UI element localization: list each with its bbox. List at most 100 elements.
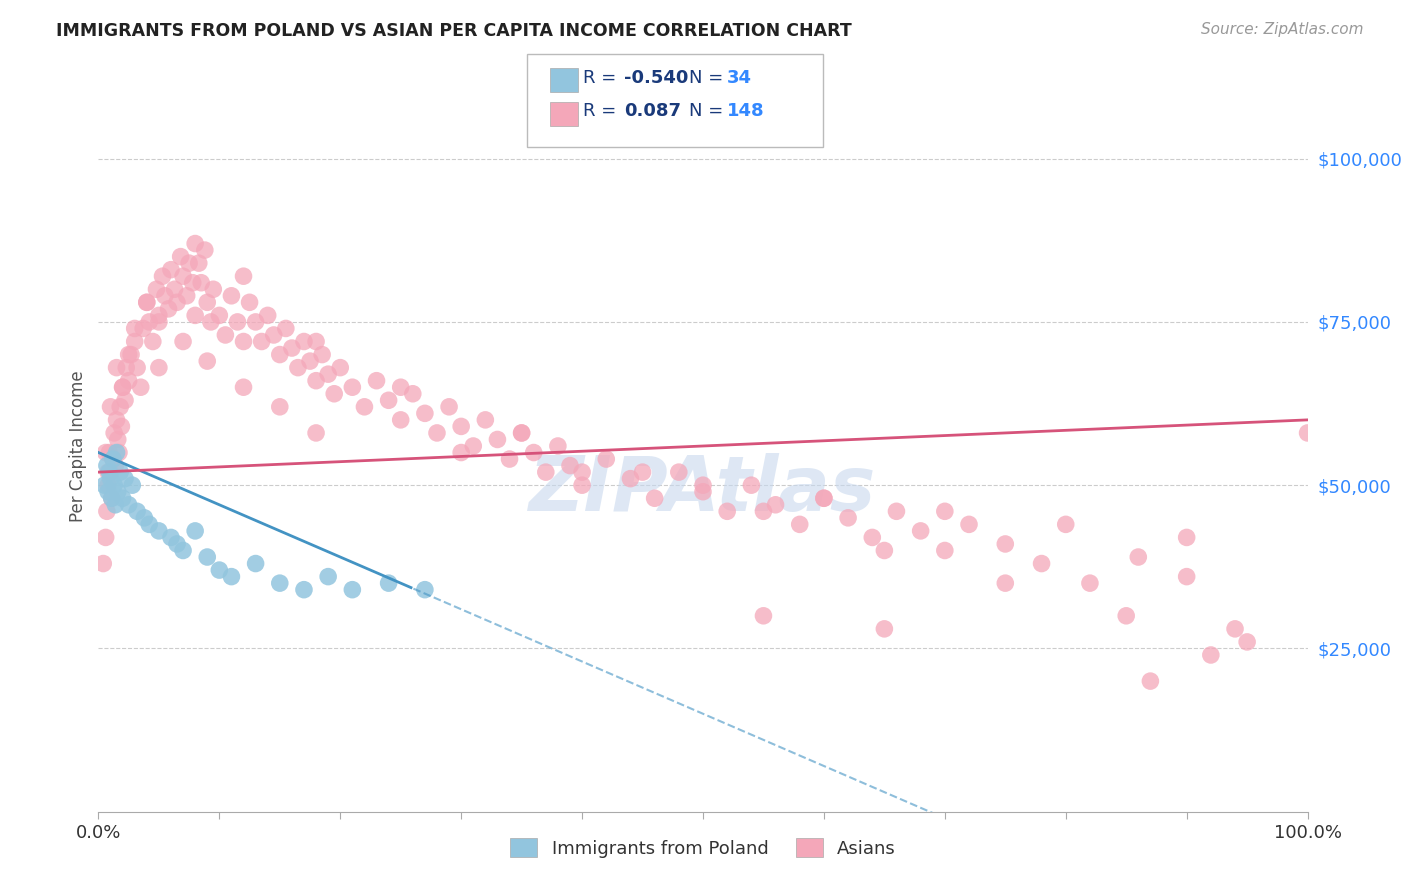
- Point: [94, 530, 117, 544]
- Point: [1296, 425, 1319, 440]
- Point: [195, 295, 218, 310]
- Point: [245, 315, 267, 329]
- Point: [195, 549, 218, 564]
- Point: [101, 452, 124, 467]
- Point: [1139, 674, 1161, 689]
- Point: [752, 504, 775, 518]
- Point: [281, 341, 304, 355]
- Point: [100, 465, 122, 479]
- Point: [103, 478, 125, 492]
- Point: [668, 465, 690, 479]
- Point: [1175, 530, 1198, 544]
- Point: [1054, 517, 1077, 532]
- Point: [166, 537, 188, 551]
- Point: [232, 269, 254, 284]
- Point: [94, 445, 117, 459]
- Y-axis label: Per Capita Income: Per Capita Income: [69, 370, 87, 522]
- Point: [145, 282, 167, 296]
- Point: [631, 465, 654, 479]
- Point: [124, 321, 146, 335]
- Point: [752, 608, 775, 623]
- Point: [534, 465, 557, 479]
- Point: [98, 465, 121, 479]
- Point: [740, 478, 762, 492]
- Point: [292, 582, 315, 597]
- Point: [91, 557, 114, 571]
- Point: [184, 236, 207, 251]
- Point: [108, 400, 131, 414]
- Point: [194, 243, 217, 257]
- Point: [311, 347, 333, 362]
- Point: [716, 504, 738, 518]
- Text: R =: R =: [583, 103, 623, 120]
- Point: [148, 524, 170, 538]
- Point: [176, 289, 198, 303]
- Point: [172, 269, 194, 284]
- Point: [269, 347, 291, 362]
- Point: [263, 328, 285, 343]
- Point: [187, 256, 209, 270]
- Point: [100, 400, 122, 414]
- Point: [957, 517, 980, 532]
- Point: [111, 380, 134, 394]
- Point: [1128, 549, 1150, 564]
- Point: [110, 419, 132, 434]
- Point: [269, 576, 291, 591]
- Point: [873, 622, 896, 636]
- Point: [127, 360, 149, 375]
- Point: [994, 537, 1017, 551]
- Point: [837, 511, 859, 525]
- Point: [644, 491, 666, 506]
- Point: [179, 256, 201, 270]
- Point: [195, 354, 218, 368]
- Point: [163, 282, 186, 296]
- Point: [100, 491, 122, 506]
- Point: [450, 445, 472, 459]
- Point: [157, 301, 180, 316]
- Point: [142, 334, 165, 349]
- Point: [200, 315, 222, 329]
- Point: [105, 413, 128, 427]
- Point: [813, 491, 835, 506]
- Point: [910, 524, 932, 538]
- Point: [100, 472, 122, 486]
- Point: [97, 465, 120, 479]
- Point: [152, 269, 174, 284]
- Point: [104, 458, 127, 473]
- Point: [118, 498, 141, 512]
- Point: [111, 380, 134, 394]
- Point: [245, 557, 267, 571]
- Point: [105, 445, 128, 459]
- Point: [389, 413, 412, 427]
- Point: [121, 478, 143, 492]
- Point: [789, 517, 811, 532]
- Point: [114, 472, 136, 486]
- Point: [413, 582, 436, 597]
- Point: [202, 282, 225, 296]
- Text: N =: N =: [689, 103, 728, 120]
- Point: [135, 295, 157, 310]
- Point: [316, 569, 339, 583]
- Point: [232, 380, 254, 394]
- Point: [118, 374, 141, 388]
- Text: R =: R =: [583, 69, 623, 87]
- Point: [498, 452, 520, 467]
- Point: [873, 543, 896, 558]
- Point: [860, 530, 883, 544]
- Point: [148, 309, 170, 323]
- Point: [323, 386, 346, 401]
- Point: [595, 452, 617, 467]
- Point: [450, 419, 472, 434]
- Point: [292, 334, 315, 349]
- Text: N =: N =: [689, 69, 728, 87]
- Point: [120, 347, 142, 362]
- Point: [402, 386, 425, 401]
- Text: Source: ZipAtlas.com: Source: ZipAtlas.com: [1201, 22, 1364, 37]
- Text: IMMIGRANTS FROM POLAND VS ASIAN PER CAPITA INCOME CORRELATION CHART: IMMIGRANTS FROM POLAND VS ASIAN PER CAPI…: [56, 22, 852, 40]
- Point: [208, 563, 231, 577]
- Point: [160, 262, 183, 277]
- Text: -0.540: -0.540: [624, 69, 689, 87]
- Point: [107, 484, 129, 499]
- Point: [316, 367, 339, 381]
- Point: [619, 472, 641, 486]
